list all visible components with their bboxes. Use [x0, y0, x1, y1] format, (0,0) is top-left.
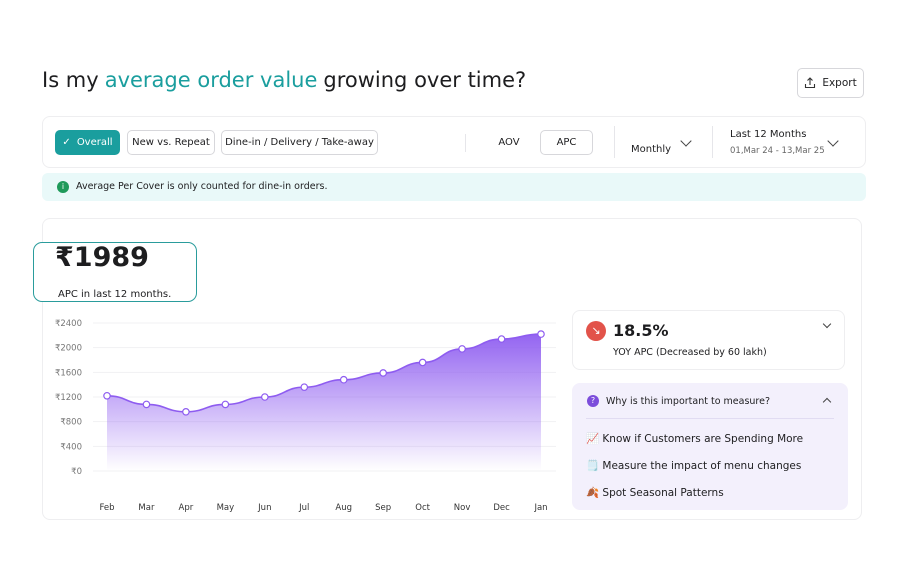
- x-tick-label: Sep: [375, 503, 391, 513]
- data-point: [300, 383, 309, 391]
- divider: [586, 418, 834, 419]
- why-item: 🗒️ Measure the impact of menu changes: [586, 460, 802, 472]
- data-point: [103, 391, 111, 400]
- kpi-value: ₹1989: [55, 242, 149, 273]
- metric-label: AOV: [498, 137, 520, 148]
- filter-label: Dine-in / Delivery / Take-away: [225, 137, 374, 148]
- filter-new-repeat[interactable]: New vs. Repeat: [127, 130, 215, 155]
- data-point: [497, 335, 506, 343]
- why-item: 📈 Know if Customers are Spending More: [586, 433, 804, 445]
- separator: [465, 134, 466, 152]
- y-tick-label: ₹1200: [55, 393, 82, 403]
- down-icon: ↘: [586, 321, 606, 341]
- why-card: [572, 383, 848, 510]
- period-select[interactable]: Monthly: [631, 137, 671, 156]
- yoy-value: 18.5%: [613, 321, 669, 340]
- metric-apc[interactable]: APC: [540, 130, 593, 155]
- help-icon: ?: [587, 395, 599, 407]
- filter-channel[interactable]: Dine-in / Delivery / Take-away: [221, 130, 378, 155]
- x-tick-label: May: [217, 503, 235, 513]
- x-tick-label: Jan: [533, 503, 547, 513]
- separator: [614, 126, 615, 158]
- y-tick-label: ₹400: [60, 442, 82, 452]
- x-tick-label: Feb: [99, 503, 114, 513]
- range-dates: 01,Mar 24 - 13,Mar 25: [730, 146, 825, 156]
- data-point: [379, 369, 387, 377]
- export-label: Export: [822, 77, 857, 89]
- metric-label: APC: [556, 137, 577, 148]
- y-tick-label: ₹0: [71, 467, 82, 477]
- period-label: Monthly: [631, 144, 672, 155]
- filter-label: New vs. Repeat: [132, 137, 210, 148]
- info-text: Average Per Cover is only counted for di…: [76, 181, 328, 192]
- export-button[interactable]: Export: [797, 68, 864, 98]
- x-tick-label: Aug: [335, 503, 352, 513]
- data-point: [182, 408, 190, 416]
- filter-label: Overall: [76, 137, 113, 148]
- y-tick-label: ₹800: [60, 418, 82, 428]
- why-title[interactable]: Why is this important to measure?: [606, 396, 771, 407]
- data-point: [537, 330, 545, 338]
- y-tick-label: ₹2400: [55, 319, 82, 329]
- kpi-caption: APC in last 12 months.: [58, 289, 172, 300]
- info-bar: [42, 173, 866, 201]
- x-tick-label: Jun: [257, 503, 271, 513]
- export-icon: [805, 77, 816, 89]
- separator: [712, 126, 713, 158]
- title-part: growing over time?: [323, 68, 527, 92]
- x-tick-label: Apr: [179, 503, 194, 513]
- y-tick-label: ₹1600: [55, 368, 82, 378]
- range-label[interactable]: Last 12 Months: [730, 129, 807, 140]
- yoy-caption: YOY APC (Decreased by 60 lakh): [613, 347, 767, 358]
- title-part: Is my: [42, 68, 99, 92]
- title-highlight: average order value: [104, 68, 318, 92]
- info-icon: i: [57, 181, 69, 193]
- x-tick-label: Oct: [415, 503, 430, 513]
- chart: ₹0 ₹400 ₹800 ₹1200 ₹1600 ₹2000 ₹2400 Feb Mar Apr M…: [55, 319, 556, 513]
- data-point: [261, 393, 269, 401]
- page-title: Is my average order value growing over tim…: [42, 68, 526, 92]
- data-point: [418, 358, 427, 367]
- kpi-box: [33, 242, 197, 302]
- x-tick-label: Jul: [298, 503, 309, 513]
- x-tick-label: Nov: [454, 503, 471, 513]
- data-point: [221, 400, 230, 409]
- x-tick-label: Dec: [493, 503, 510, 513]
- filter-overall[interactable]: ✓ Overall: [55, 130, 120, 155]
- x-tick-label: Mar: [138, 503, 155, 513]
- yoy-card: [572, 310, 845, 370]
- data-point: [339, 375, 348, 384]
- y-tick-label: ₹2000: [55, 344, 82, 354]
- why-item: 🍂 Spot Seasonal Patterns: [586, 487, 724, 499]
- area-line: [106, 333, 542, 413]
- data-point: [142, 400, 151, 409]
- data-point: [458, 345, 466, 353]
- metric-aov[interactable]: AOV: [482, 130, 536, 155]
- area-fill: [107, 334, 541, 471]
